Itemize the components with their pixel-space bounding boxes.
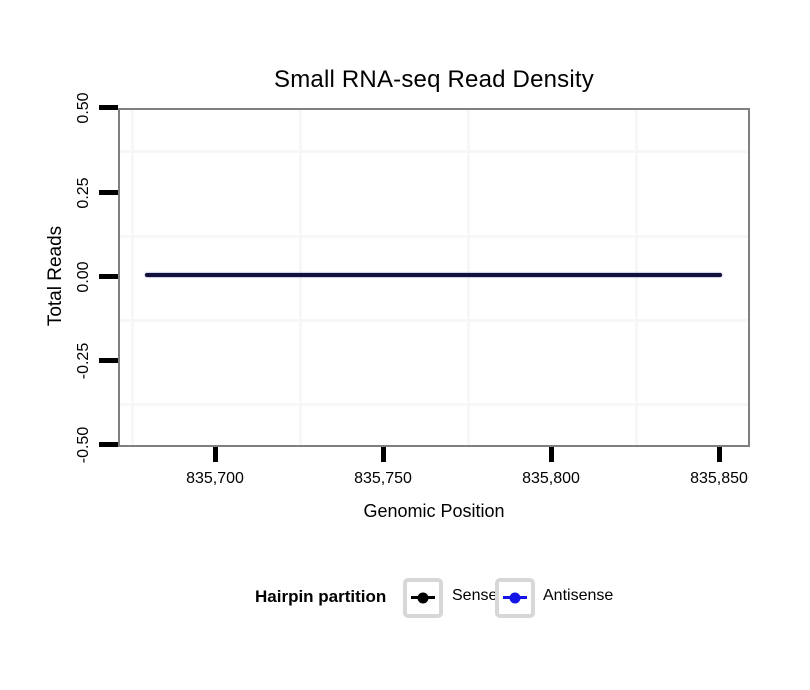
y-tick-mark xyxy=(99,190,118,195)
minor-gridline-horizontal xyxy=(120,235,748,238)
y-tick-mark xyxy=(99,105,118,110)
y-tick-label: 0.25 xyxy=(75,177,92,209)
chart-title: Small RNA-seq Read Density xyxy=(274,66,594,93)
x-tick-mark xyxy=(549,447,554,462)
x-tick-label: 835,700 xyxy=(186,470,244,487)
y-tick-label: -0.25 xyxy=(75,342,92,380)
minor-gridline-horizontal xyxy=(120,150,748,153)
x-tick-label: 835,750 xyxy=(354,470,412,487)
y-axis-title: Total Reads xyxy=(45,225,66,327)
y-tick-mark xyxy=(99,442,118,447)
y-tick-label: -0.50 xyxy=(75,426,92,464)
y-tick-label: 0.50 xyxy=(75,92,92,124)
x-tick-mark xyxy=(381,447,386,462)
y-tick-label: 0.00 xyxy=(75,261,92,293)
x-tick-label: 835,800 xyxy=(522,470,580,487)
read-density-line xyxy=(145,273,722,277)
minor-gridline-horizontal xyxy=(120,403,748,406)
legend-label-antisense: Antisense xyxy=(543,587,614,604)
minor-gridline-vertical xyxy=(635,110,638,445)
antisense-point-glyph-icon xyxy=(509,592,521,604)
legend-label-sense: Sense xyxy=(452,587,498,604)
legend-key-antisense xyxy=(495,578,535,618)
y-tick-mark xyxy=(99,274,118,279)
x-tick-label: 835,850 xyxy=(690,470,748,487)
minor-gridline-vertical xyxy=(299,110,302,445)
x-tick-mark xyxy=(213,447,218,462)
minor-gridline-vertical xyxy=(467,110,470,445)
legend-key-sense xyxy=(403,578,443,618)
legend-title: Hairpin partition xyxy=(255,587,387,606)
sense-point-glyph-icon xyxy=(417,592,429,604)
minor-gridline-horizontal xyxy=(120,319,748,322)
y-tick-mark xyxy=(99,358,118,363)
x-axis-title: Genomic Position xyxy=(363,501,505,521)
plot-panel xyxy=(118,108,750,447)
minor-gridline-vertical xyxy=(131,110,134,445)
x-tick-mark xyxy=(717,447,722,462)
